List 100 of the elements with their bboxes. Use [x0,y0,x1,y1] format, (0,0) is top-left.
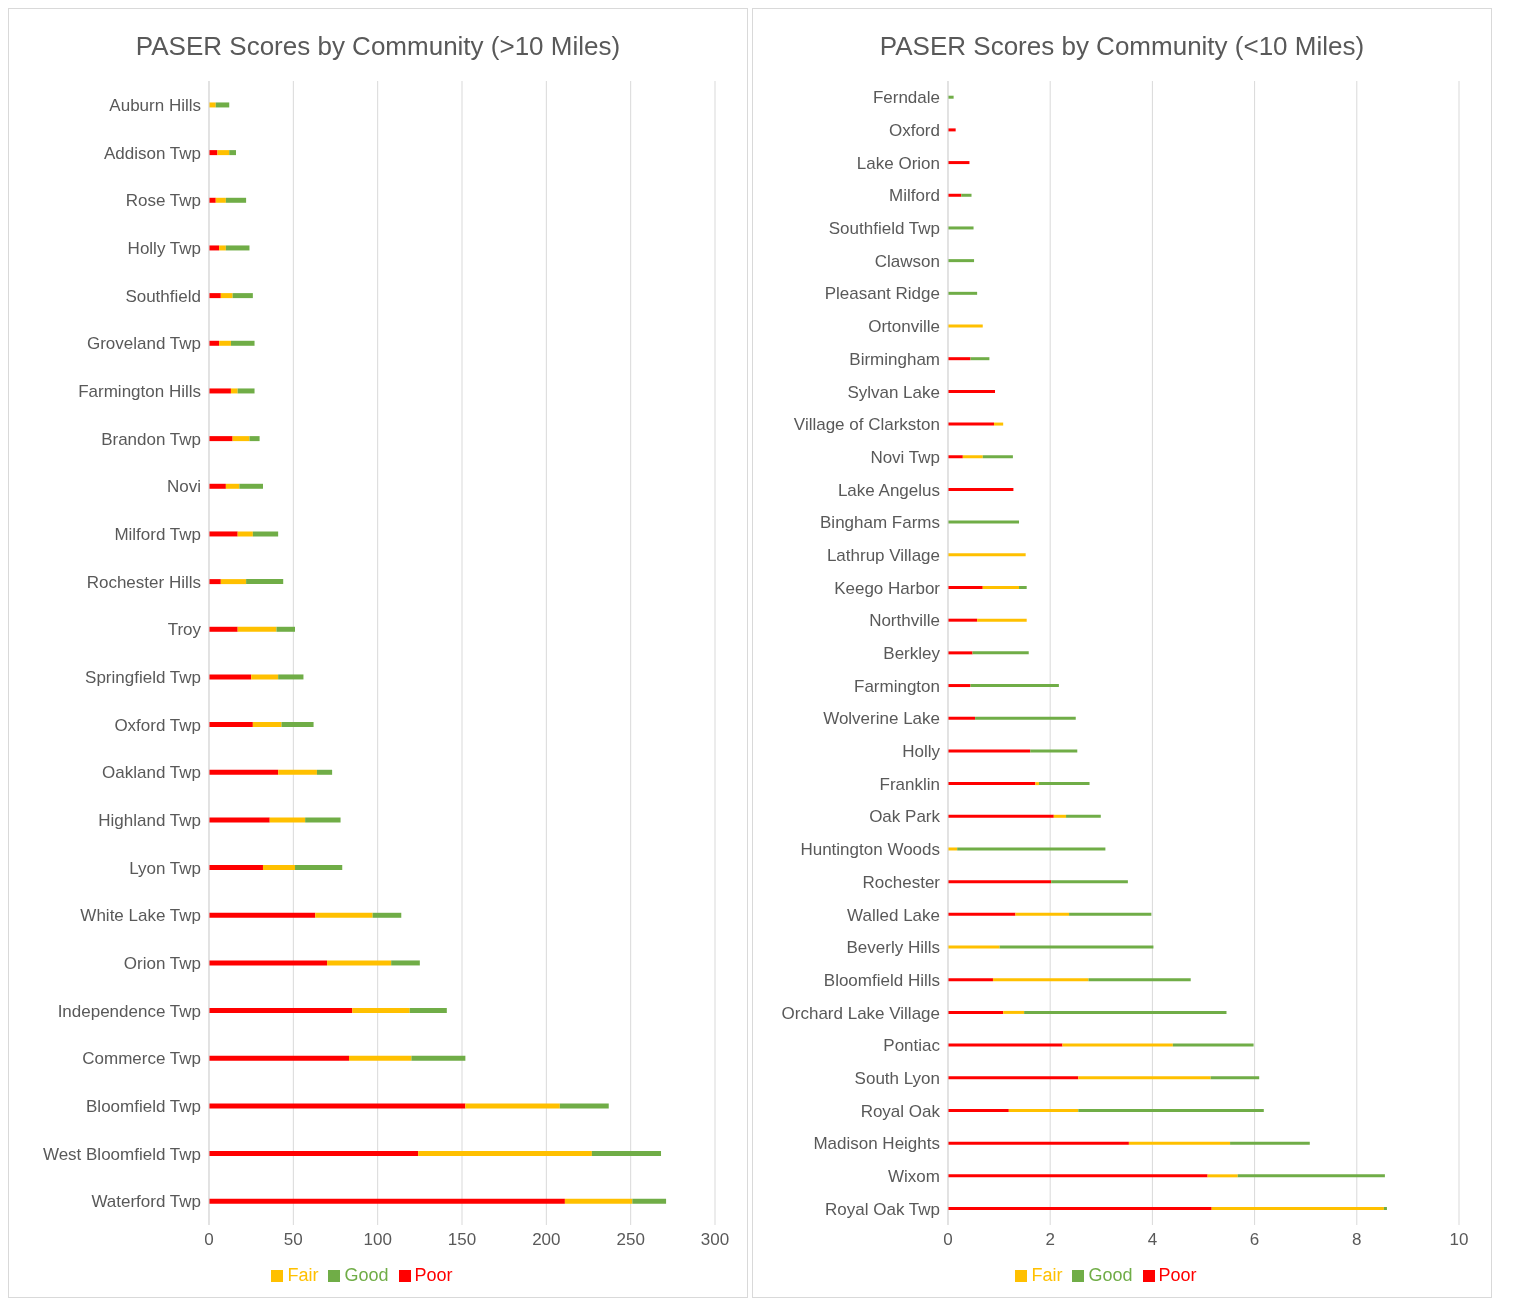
bar [1088,978,1191,982]
bar [948,978,993,982]
legend-label: Poor [1158,1265,1197,1285]
y-tick-label: Rochester [862,872,941,892]
y-tick-label: Bloomfield Hills [823,970,940,990]
y-tick-label: Lake Angelus [837,480,940,500]
bar [315,912,373,918]
bar [209,865,263,871]
bar [948,651,973,655]
y-tick-label: Novi Twp [870,447,940,467]
bar [209,293,221,299]
x-tick-label: 50 [283,1230,303,1250]
bar [409,1008,447,1014]
bar [232,293,253,299]
bar [209,388,231,394]
y-tick-label: Auburn Hills [109,95,201,115]
bar [1003,1010,1025,1014]
bar [632,1198,667,1204]
bar [993,422,1004,426]
bar [1066,814,1101,818]
x-tick-label: 200 [532,1230,561,1250]
y-tick-label: Clawson [874,251,940,271]
bar [970,357,990,361]
bar [1211,1207,1384,1211]
bar [982,455,1013,459]
y-tick-label: Rochester Hills [86,572,201,592]
y-tick-label: Novi [166,477,201,497]
bar [209,1103,466,1109]
y-tick-label: Springfield Twp [85,667,201,687]
bar [948,553,1026,557]
bar [249,436,260,442]
bar [262,865,296,871]
bar [1172,1043,1254,1047]
bar [948,912,1016,916]
y-tick-label: Milford Twp [114,524,201,544]
bar [232,436,250,442]
y-tick-label: Brandon Twp [101,429,201,449]
y-tick-label: Farmington Hills [78,381,201,401]
bar [1053,814,1067,818]
bar [372,912,402,918]
bar [1210,1076,1260,1080]
bar [327,960,392,966]
bar [559,1103,609,1109]
y-tick-label: Huntington Woods [800,840,940,860]
bar [1230,1141,1310,1145]
bar [209,1198,565,1204]
bar [948,389,996,393]
bar [209,722,253,728]
y-tick-label: Farmington [854,676,940,696]
x-tick-label: 2 [1045,1230,1055,1250]
bar [948,749,1031,753]
y-tick-label: Groveland Twp [86,334,201,354]
x-tick-label: 0 [943,1230,953,1250]
bar [961,193,972,197]
bar [975,716,1076,720]
bar [948,226,974,230]
y-tick-label: Berkley [883,644,941,664]
bar [948,193,962,197]
bar [209,674,252,680]
bar [215,102,230,108]
y-tick-label: Northville [869,611,940,631]
y-tick-label: Commerce Twp [82,1049,201,1069]
bar [295,865,343,871]
bar [1019,585,1027,589]
bar [316,769,333,775]
y-tick-label: Holly Twp [127,238,201,258]
y-tick-label: Ortonville [868,317,940,337]
y-tick-label: Royal Oak Twp [825,1199,940,1219]
y-tick-label: Oxford Twp [114,715,201,735]
bar [237,388,255,394]
x-tick-label: 4 [1147,1230,1158,1250]
bar [970,684,1059,688]
bar [948,422,994,426]
bar [225,483,240,489]
bar [229,150,236,156]
y-tick-label: Southfield [125,286,201,306]
x-tick-label: 300 [700,1230,730,1250]
y-tick-label: Oakland Twp [102,763,201,783]
y-tick-label: Madison Heights [813,1134,940,1154]
bar [1078,1076,1211,1080]
y-tick-label: Royal Oak [860,1101,941,1121]
legend-label: Good [1088,1265,1133,1285]
bar [948,455,963,459]
bar [230,340,255,346]
y-tick-label: Milford [888,186,940,206]
y-tick-label: Oxford [888,121,940,141]
bar [948,814,1054,818]
x-tick-label: 150 [447,1230,477,1250]
bar [977,618,1027,622]
bar [948,1043,1063,1047]
y-tick-label: Sylvan Lake [847,382,940,402]
bar [948,1174,1208,1178]
bar [246,579,284,585]
bar [209,817,270,823]
bar [278,674,304,680]
x-tick-label: 0 [204,1230,214,1250]
bar [348,1055,412,1061]
bar [418,1151,592,1157]
bar [564,1198,633,1204]
x-tick-label: 8 [1352,1230,1362,1250]
